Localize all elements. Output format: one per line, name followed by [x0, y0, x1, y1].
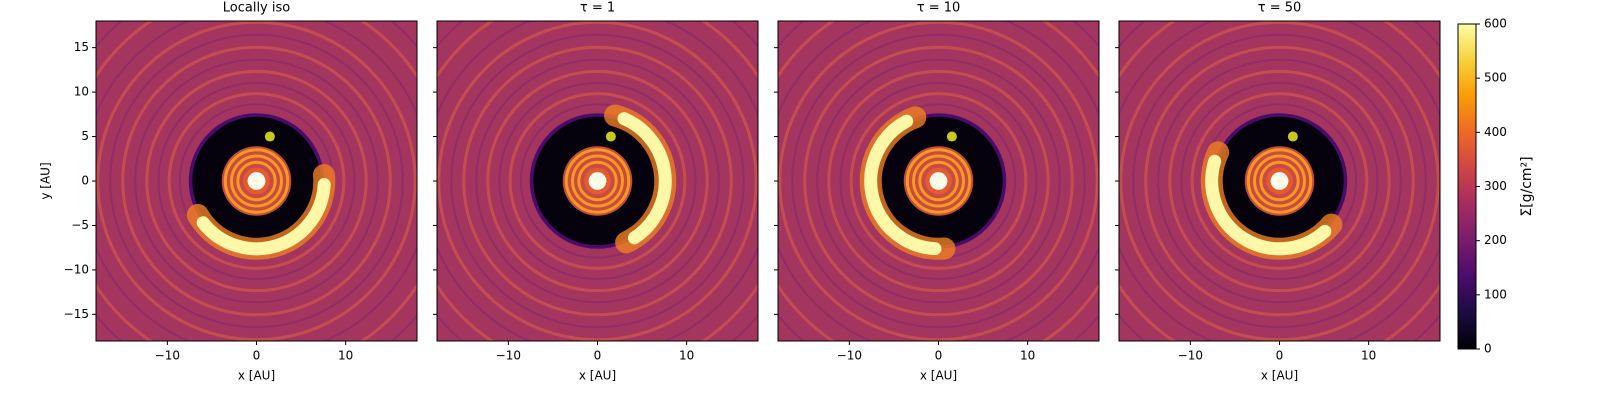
- colorbar-tick-label: 0: [1484, 342, 1492, 356]
- y-tick-label: 5: [81, 129, 89, 143]
- spiral-ring: [498, 81, 697, 281]
- x-tick-label: −10: [155, 349, 180, 363]
- spiral-ring: [827, 69, 1050, 293]
- x-tick-label: 0: [1276, 349, 1284, 363]
- inner-ring: [577, 160, 618, 202]
- panel-title: τ = 1: [580, 1, 615, 16]
- spiral-ring: [1119, 21, 1440, 341]
- vortex: [617, 112, 672, 245]
- y-tick-label: −10: [64, 262, 89, 276]
- inner-ring: [1259, 160, 1300, 202]
- x-tick-label: 10: [1361, 349, 1376, 363]
- spiral-ring: [1144, 45, 1415, 317]
- inner-hole: [247, 172, 266, 190]
- vortex: [196, 178, 331, 256]
- y-tick-label: 15: [74, 40, 89, 54]
- inner-ring: [223, 148, 290, 214]
- spiral-ring: [145, 69, 368, 293]
- panel: [96, 21, 417, 341]
- x-tick-label: −10: [1178, 349, 1203, 363]
- spiral-ring: [1180, 81, 1379, 281]
- x-axis-label: x [AU]: [579, 369, 616, 383]
- colorbar-tick-label: 600: [1484, 17, 1507, 31]
- spiral-ring: [96, 21, 417, 341]
- planet: [605, 131, 616, 142]
- spiral-ring: [450, 33, 745, 329]
- spiral-ring: [839, 81, 1038, 281]
- x-tick-label: 0: [594, 349, 602, 363]
- inner-hole: [1270, 172, 1289, 190]
- spiral-ring: [167, 92, 346, 270]
- x-axis-label: x [AU]: [920, 369, 957, 383]
- spiral-ring: [1132, 33, 1427, 329]
- spiral-ring: [849, 92, 1028, 270]
- inner-ring: [905, 148, 972, 214]
- planet: [946, 131, 957, 142]
- panel-title: τ = 50: [1258, 1, 1302, 16]
- x-tick-label: 0: [935, 349, 943, 363]
- vortex: [864, 114, 942, 256]
- spiral-ring: [475, 58, 720, 304]
- panel: [778, 21, 1099, 341]
- y-tick-label: 0: [81, 174, 89, 188]
- x-tick-label: −10: [837, 349, 862, 363]
- inner-hole: [929, 172, 948, 190]
- x-axis-label: x [AU]: [238, 369, 275, 383]
- inner-ring: [236, 160, 277, 202]
- y-tick-label: 10: [74, 85, 89, 99]
- inner-ring: [1253, 154, 1306, 208]
- spiral-ring: [437, 21, 758, 341]
- colorbar: [1457, 23, 1477, 350]
- spiral-ring: [486, 69, 709, 293]
- spiral-ring: [134, 58, 379, 304]
- spiral-ring: [508, 92, 687, 270]
- colorbar-tick-label: 400: [1484, 125, 1507, 139]
- y-tick-label: −15: [64, 307, 89, 321]
- spiral-ring: [816, 58, 1061, 304]
- planet: [1287, 131, 1298, 142]
- vortex: [1205, 154, 1332, 256]
- spiral-ring: [778, 21, 1099, 341]
- spiral-ring: [1168, 69, 1391, 293]
- colorbar-tick-label: 500: [1484, 71, 1507, 85]
- y-tick-label: −5: [71, 218, 89, 232]
- panel-title: Locally iso: [223, 1, 291, 16]
- panel: [437, 21, 758, 341]
- spiral-ring: [109, 33, 404, 329]
- panel: [1119, 21, 1440, 341]
- inner-ring: [1246, 148, 1313, 214]
- x-tick-label: 0: [253, 349, 261, 363]
- planet: [264, 131, 275, 142]
- spiral-ring: [791, 33, 1086, 329]
- spiral-ring: [1157, 58, 1402, 304]
- inner-hole: [588, 172, 607, 190]
- inner-ring: [564, 148, 631, 214]
- inner-ring: [571, 154, 624, 208]
- spiral-ring: [803, 45, 1074, 317]
- spiral-ring: [121, 45, 392, 317]
- x-axis-label: x [AU]: [1261, 369, 1298, 383]
- colorbar-label: Σ[g/cm²]: [1519, 156, 1535, 216]
- colorbar-tick-label: 100: [1484, 287, 1507, 301]
- x-tick-label: 10: [1020, 349, 1035, 363]
- inner-ring: [918, 160, 959, 202]
- spiral-ring: [462, 45, 733, 317]
- inner-ring: [912, 154, 965, 208]
- inner-ring: [230, 154, 283, 208]
- colorbar-tick-label: 200: [1484, 233, 1507, 247]
- x-tick-label: −10: [496, 349, 521, 363]
- spiral-ring: [157, 81, 356, 281]
- spiral-ring: [1190, 92, 1369, 270]
- x-tick-label: 10: [338, 349, 353, 363]
- y-axis-label: y [AU]: [39, 162, 53, 199]
- x-tick-label: 10: [679, 349, 694, 363]
- colorbar-tick-label: 300: [1484, 179, 1507, 193]
- panel-title: τ = 10: [917, 1, 961, 16]
